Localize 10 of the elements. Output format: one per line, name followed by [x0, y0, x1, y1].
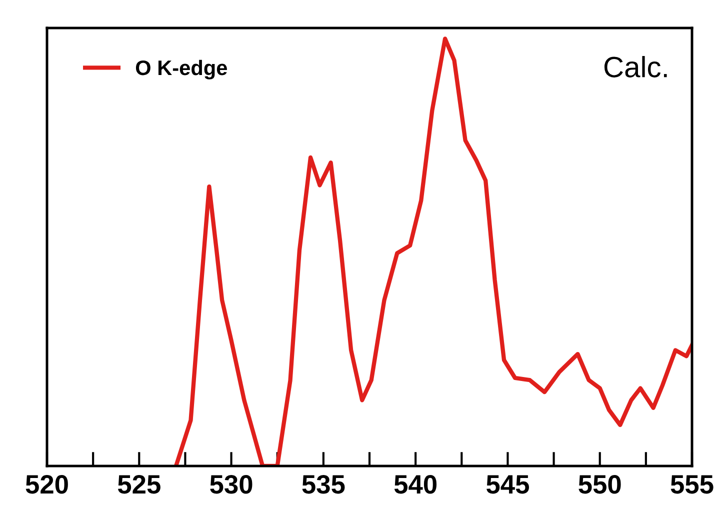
- x-tick-label: 555: [670, 475, 714, 494]
- x-tick-label: 535: [302, 475, 345, 494]
- x-tick-label: 525: [118, 475, 160, 494]
- x-tick-label: 540: [394, 475, 437, 494]
- x-tick-label: 530: [210, 475, 252, 494]
- x-tick-label: 550: [578, 475, 621, 494]
- x-tick-label: 520: [26, 475, 68, 494]
- annotation: Calc.: [604, 56, 667, 78]
- legend-label: O K-edge: [136, 60, 227, 80]
- x-tick-label: 545: [486, 475, 529, 494]
